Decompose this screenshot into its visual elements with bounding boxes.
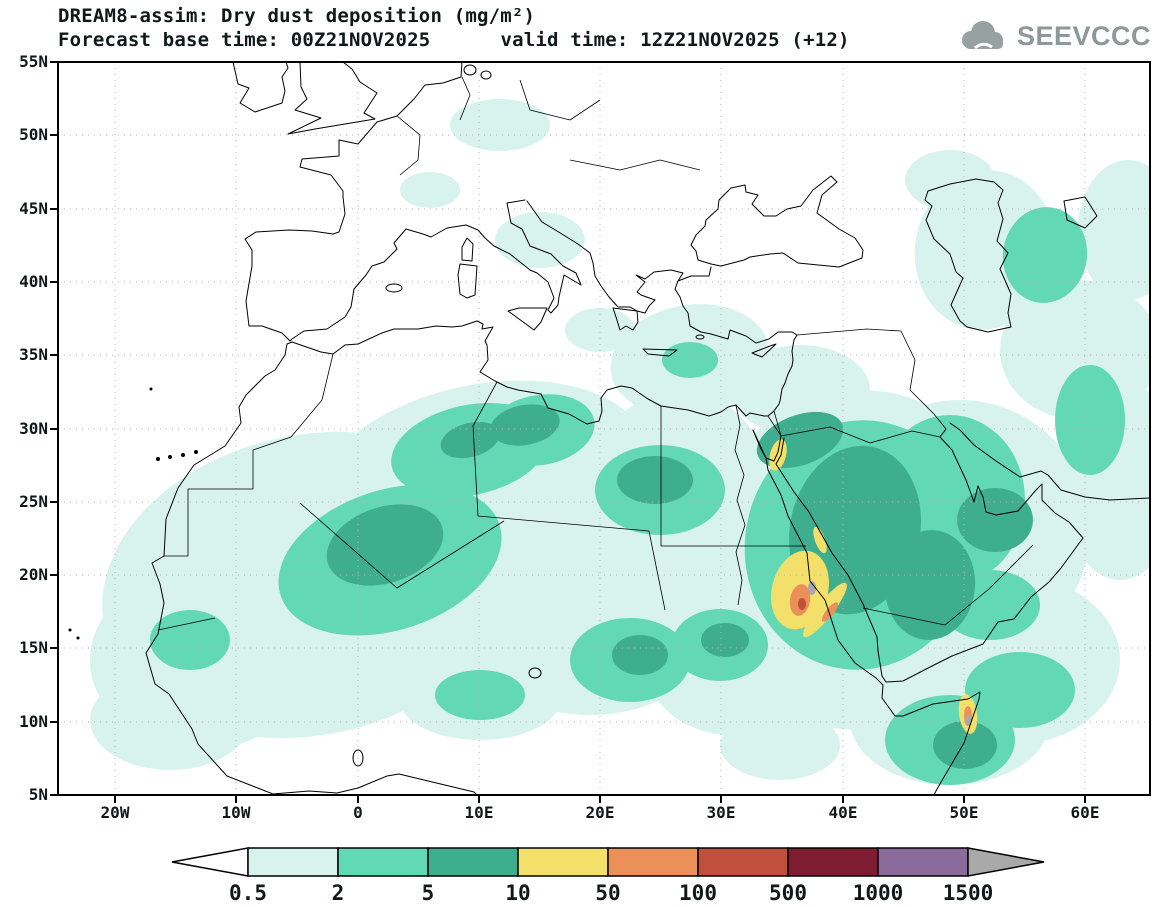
dust-level-100-500 [798, 598, 806, 610]
coastline-italy [465, 199, 582, 314]
lat-tick-label: 35N [19, 345, 48, 364]
colorbar-segment [517, 847, 609, 877]
coastline-sardinia [457, 263, 478, 299]
lat-tick-label: 55N [19, 52, 48, 71]
coastline-black-sea [690, 175, 864, 268]
colorbar-tick-label: 50 [595, 881, 620, 905]
lat-tick-label: 30N [19, 419, 48, 438]
coastline-sinai [752, 429, 782, 462]
colorbar-tick-label: 0.5 [229, 881, 267, 905]
coastlines [68, 63, 1149, 794]
colorbar-over-arrow [967, 847, 1045, 877]
axis-ticks [50, 61, 1086, 803]
coastline-iberia [244, 196, 467, 342]
coastline-iran-south [949, 422, 1149, 501]
coastline-caspian [924, 178, 1012, 333]
colorbar-tick-label: 500 [769, 881, 807, 905]
lat-tick-label: 40N [19, 272, 48, 291]
lat-tick-label: 15N [19, 638, 48, 657]
lon-axis-labels: 20W 10W 0 10E 20E 30E 40E 50E 60E [101, 803, 1100, 822]
title-block: DREAM8-assim: Dry dust deposition (mg/m²… [58, 4, 850, 52]
coastline-peloponnese [612, 307, 639, 331]
lake-volta [352, 749, 364, 767]
coastline-aral [1063, 196, 1098, 229]
lat-tick-label: 20N [19, 565, 48, 584]
lon-tick-label: 0 [353, 803, 363, 822]
lon-tick-label: 50E [950, 803, 979, 822]
chart-subtitle: Forecast base time: 00Z21NOV2025 valid ti… [58, 28, 850, 52]
coastline-arabia [775, 428, 1084, 683]
lat-tick-label: 5N [29, 785, 48, 804]
lake-chad [528, 667, 542, 679]
coastline-adriatic-greece [526, 200, 684, 314]
lon-tick-label: 10E [465, 803, 494, 822]
lat-tick-label: 10N [19, 712, 48, 731]
lat-tick-label: 25N [19, 492, 48, 511]
lon-tick-label: 20E [586, 803, 615, 822]
island-rhodes [695, 334, 705, 340]
dust-shading [90, 99, 1149, 785]
coastline-france-northsea [299, 63, 463, 198]
coastline-africa-north-west [145, 266, 798, 794]
colorbar-segment [337, 847, 429, 877]
river-nile [734, 404, 746, 606]
grid-lines [59, 63, 1149, 794]
lat-tick-label: 50N [19, 125, 48, 144]
colorbar-segment [427, 847, 519, 877]
colorbar-segment [247, 847, 339, 877]
dust-level-over-1500 [808, 581, 971, 725]
coastline-ireland [232, 63, 289, 113]
coastline-cyprus [751, 343, 777, 358]
seevccc-logo: SEEVCCC [955, 16, 1151, 56]
colorbar-tick-label: 1500 [943, 881, 994, 905]
colorbar-tick-label: 100 [679, 881, 717, 905]
colorbar-tick-label: 1000 [853, 881, 904, 905]
logo-text: SEEVCCC [1016, 20, 1151, 51]
lat-axis-labels: 55N 50N 45N 40N 35N 30N 25N 20N 15N 10N … [19, 52, 48, 804]
colorbar-segment [787, 847, 879, 877]
forecast-base-time: Forecast base time: 00Z21NOV2025 [58, 29, 431, 51]
valid-time: valid time: 12Z21NOV2025 (+12) [500, 29, 850, 51]
lon-tick-label: 20W [101, 803, 130, 822]
island-mallorca [385, 283, 403, 293]
colorbar-tick-label: 5 [422, 881, 435, 905]
cloud-icon [961, 21, 1003, 50]
coastline-britain [287, 63, 378, 135]
coastline-corsica [461, 237, 474, 262]
colorbar: 0.5 2 5 10 50 100 500 1000 1500 [171, 847, 1045, 905]
lon-tick-label: 60E [1071, 803, 1100, 822]
lon-tick-label: 40E [829, 803, 858, 822]
lon-tick-label: 10W [222, 803, 251, 822]
colorbar-under-arrow [171, 847, 249, 877]
colorbar-segment [877, 847, 969, 877]
lat-tick-label: 45N [19, 199, 48, 218]
coastline-red-sea-africa-horn [752, 429, 981, 794]
colorbar-tick-label: 2 [332, 881, 345, 905]
country-borders [157, 76, 1034, 631]
colorbar-tick-label: 10 [505, 881, 530, 905]
lon-tick-label: 30E [707, 803, 736, 822]
colorbar-segment [607, 847, 699, 877]
chart-title: DREAM8-assim: Dry dust deposition (mg/m²… [58, 5, 536, 27]
coastline-crete [642, 348, 678, 357]
coastline-sicily [507, 307, 548, 331]
colorbar-segment [697, 847, 789, 877]
island-dots [68, 64, 492, 640]
dust-level-5-10 [326, 404, 1033, 769]
